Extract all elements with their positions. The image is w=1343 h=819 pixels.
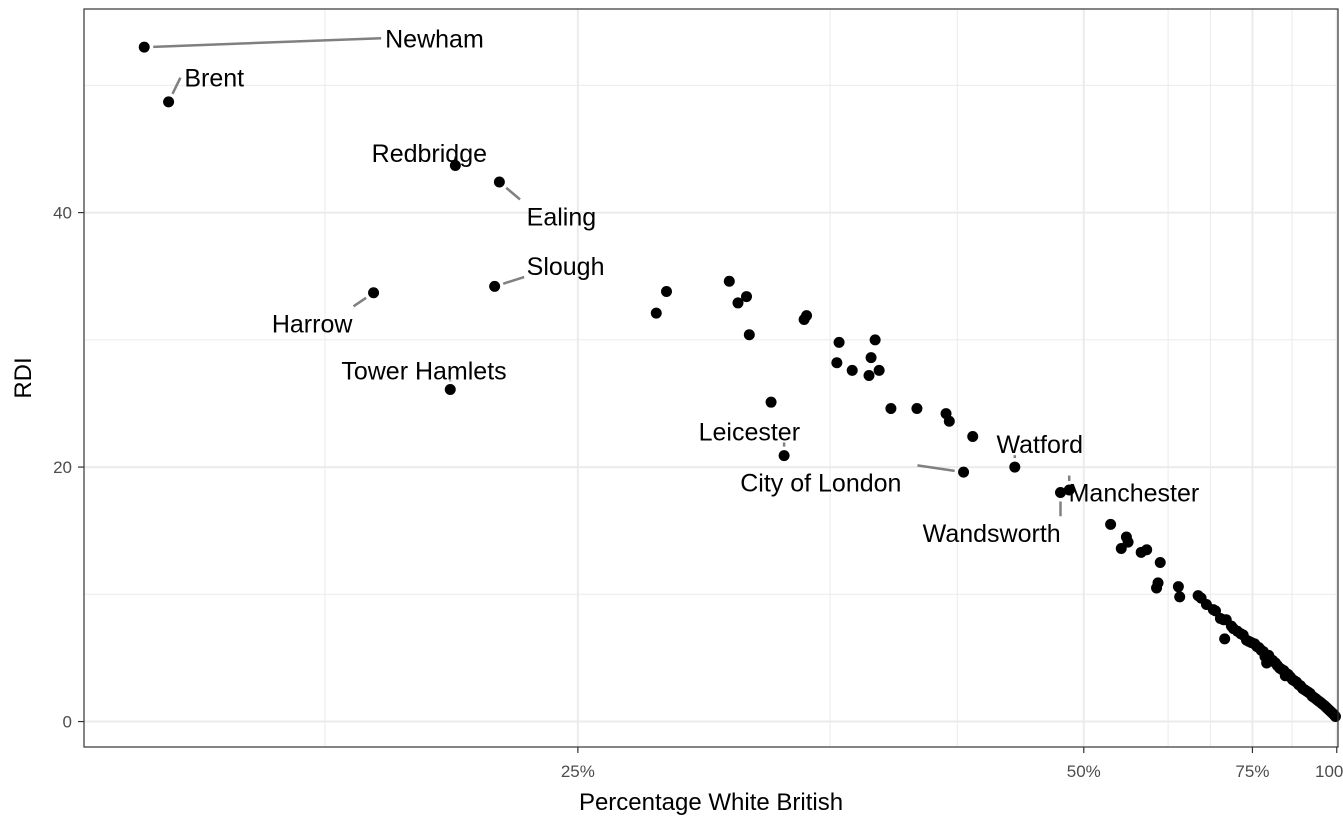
data-point — [732, 297, 744, 309]
data-point — [449, 160, 461, 172]
point-label: Watford — [996, 431, 1083, 459]
label-leader-line — [171, 77, 182, 95]
data-point — [1054, 487, 1066, 499]
point-label: Ealing — [527, 203, 597, 231]
data-point — [863, 369, 875, 381]
x-tick-label: 25% — [561, 762, 595, 781]
x-tick-label: 100% — [1315, 762, 1343, 781]
data-point — [723, 275, 735, 287]
x-tick-label: 50% — [1067, 762, 1101, 781]
point-labels: Newham Brent Redbridge Ealing Slough Harrow To… — [184, 25, 1199, 548]
label-leader-line — [153, 37, 382, 49]
data-point — [958, 466, 970, 478]
x-axis-ticks: 25% 50% 75% 100% — [561, 747, 1343, 781]
data-point — [493, 176, 505, 188]
data-point — [1063, 484, 1075, 496]
label-leader-line — [917, 464, 955, 473]
point-label: Brent — [184, 65, 244, 93]
data-point — [743, 329, 755, 341]
point-label: Leicester — [699, 418, 800, 446]
data-point — [801, 310, 813, 322]
data-point — [833, 336, 845, 348]
point-label: Tower Hamlets — [341, 357, 506, 385]
point-label: Wandsworth — [923, 520, 1061, 548]
data-point — [163, 96, 175, 108]
label-leader-lines — [153, 37, 1071, 517]
point-label: Harrow — [272, 310, 354, 338]
point-label: Newham — [385, 25, 484, 53]
y-tick-label: 40 — [53, 204, 72, 223]
y-tick-label: 0 — [63, 713, 72, 732]
data-point — [444, 383, 456, 395]
data-point — [1154, 557, 1166, 568]
data-point — [943, 415, 955, 427]
data-point — [741, 291, 753, 303]
data-point — [368, 287, 380, 299]
data-point — [1174, 591, 1186, 603]
data-point — [1152, 577, 1164, 589]
x-tick-label: 75% — [1235, 762, 1269, 781]
panel-border — [83, 8, 1339, 748]
data-point — [1122, 536, 1134, 548]
data-point — [765, 396, 777, 408]
point-label: City of London — [740, 469, 901, 497]
data-point — [869, 334, 881, 346]
data-point — [865, 352, 877, 364]
point-label: Redbridge — [372, 140, 487, 168]
data-point — [911, 403, 923, 415]
data-point — [967, 431, 979, 443]
data-point — [1105, 518, 1117, 530]
y-tick-label: 20 — [53, 458, 72, 477]
point-label: Slough — [527, 253, 605, 281]
data-points — [138, 41, 1341, 722]
data-point — [846, 364, 858, 376]
y-axis-ticks: 0 20 40 — [53, 204, 84, 732]
data-point — [1172, 581, 1184, 593]
data-point — [1141, 544, 1153, 556]
minor-gridlines — [84, 9, 1338, 747]
major-gridlines — [84, 9, 1338, 747]
data-point — [831, 357, 843, 369]
data-point — [778, 450, 790, 462]
data-point — [650, 307, 662, 319]
data-point — [1329, 710, 1341, 722]
data-point — [660, 285, 672, 297]
data-point — [1009, 461, 1021, 473]
label-leader-line — [352, 296, 367, 308]
x-axis-title: Percentage White British — [579, 789, 843, 816]
label-leader-line — [505, 186, 521, 201]
data-point — [873, 364, 885, 376]
data-point — [138, 41, 150, 53]
data-point — [1219, 633, 1231, 645]
data-point — [885, 403, 897, 415]
data-point — [489, 280, 501, 292]
point-label: Manchester — [1069, 480, 1200, 508]
y-axis-title: RDI — [10, 357, 37, 398]
label-leader-line — [502, 275, 525, 285]
